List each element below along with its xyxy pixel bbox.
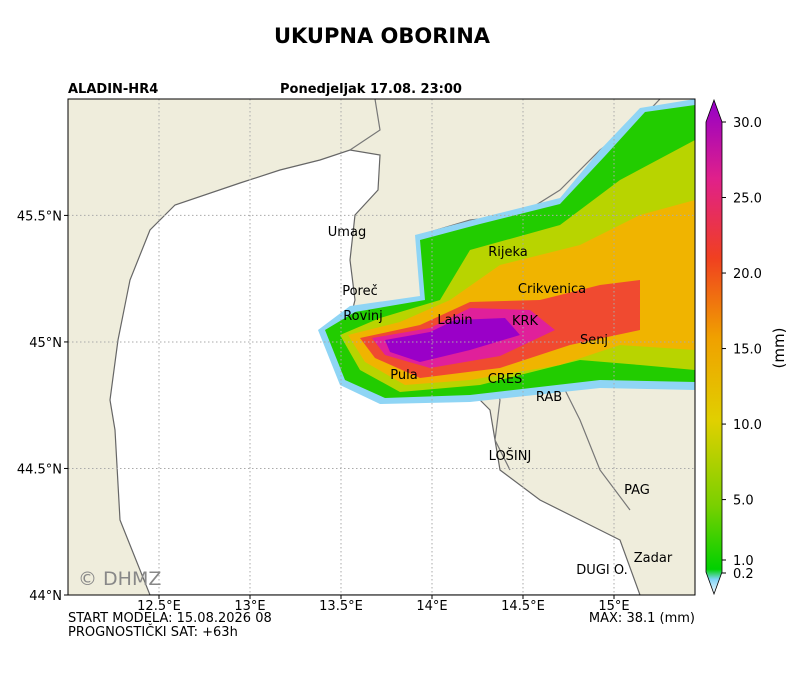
lon-tick-label: 13.5°E [319, 599, 363, 614]
place-label: Senj [580, 333, 608, 348]
place-label: Crikvenica [518, 282, 586, 297]
place-label: PAG [624, 483, 650, 498]
place-label: Poreč [342, 284, 378, 299]
colorbar-tick-label: 1.0 [733, 554, 754, 569]
place-label: Labin [437, 313, 472, 328]
lat-tick-label: 44°N [29, 589, 62, 604]
colorbar [705, 98, 723, 596]
place-label: DUGI O. [576, 563, 627, 578]
colorbar-tick-label: 15.0 [733, 343, 762, 358]
lon-tick-label: 14°E [416, 599, 447, 614]
map-frame [67, 98, 696, 596]
place-label: LOŠINJ [489, 448, 532, 464]
forecast-hour: PROGNOSTIČKI SAT: +63h [68, 624, 238, 640]
lon-tick-label: 14.5°E [501, 599, 545, 614]
lat-tick-label: 45.5°N [17, 209, 62, 224]
start-time: START MODELA: 15.08.2026 08 [68, 611, 272, 626]
place-label: RAB [536, 390, 562, 405]
place-label: Umag [328, 225, 366, 240]
lon-tick-label: 13°E [234, 599, 265, 614]
colorbar-ticks: 0.21.0 5.0 10.0 15.0 20.0 25.0 30.0 [722, 116, 762, 582]
lon-tick-label: 15°E [598, 599, 629, 614]
valid-time: Ponedjeljak 17.08. 23:00 [280, 82, 462, 97]
colorbar-label: (mm) [770, 328, 788, 369]
graticule [68, 99, 695, 595]
lat-tick-label: 45°N [29, 336, 62, 351]
colorbar-tick-label: 10.0 [733, 418, 762, 433]
title: UKUPNA OBORINA [274, 24, 491, 48]
map-area: Umag Rijeka Poreč Crikvenica Rovinj Labin KRK S… [68, 99, 695, 595]
place-label: Rijeka [488, 245, 528, 260]
colorbar-tick-label: 25.0 [733, 192, 762, 207]
place-label: Pula [390, 368, 417, 383]
model: ALADIN-HR4 [68, 82, 158, 97]
sea [109, 149, 641, 595]
colorbar-tick-label: 30.0 [733, 116, 762, 131]
lat-tick-label: 44.5°N [17, 462, 62, 477]
colorbar-tick-label: 20.0 [733, 267, 762, 282]
max-value: MAX: 38.1 (mm) [589, 611, 695, 626]
axes: 12.5°E 13°E 13.5°E 14°E 14.5°E 15°E 44°N 44.5°N… [17, 209, 630, 614]
place-label: KRK [512, 314, 539, 329]
place-label: Zadar [634, 551, 673, 566]
precip-30 [385, 318, 520, 362]
lon-tick-label: 12.5°E [137, 599, 181, 614]
colorbar-tick-label: 0.2 [733, 567, 754, 582]
place-label: CRES [488, 372, 523, 387]
watermark: © DHMZ [78, 568, 161, 590]
coast-lines [349, 99, 661, 511]
colorbar-tick-label: 5.0 [733, 494, 754, 509]
place-label: Rovinj [343, 309, 383, 324]
places: Umag Rijeka Poreč Crikvenica Rovinj Labin KRK S… [328, 225, 673, 578]
